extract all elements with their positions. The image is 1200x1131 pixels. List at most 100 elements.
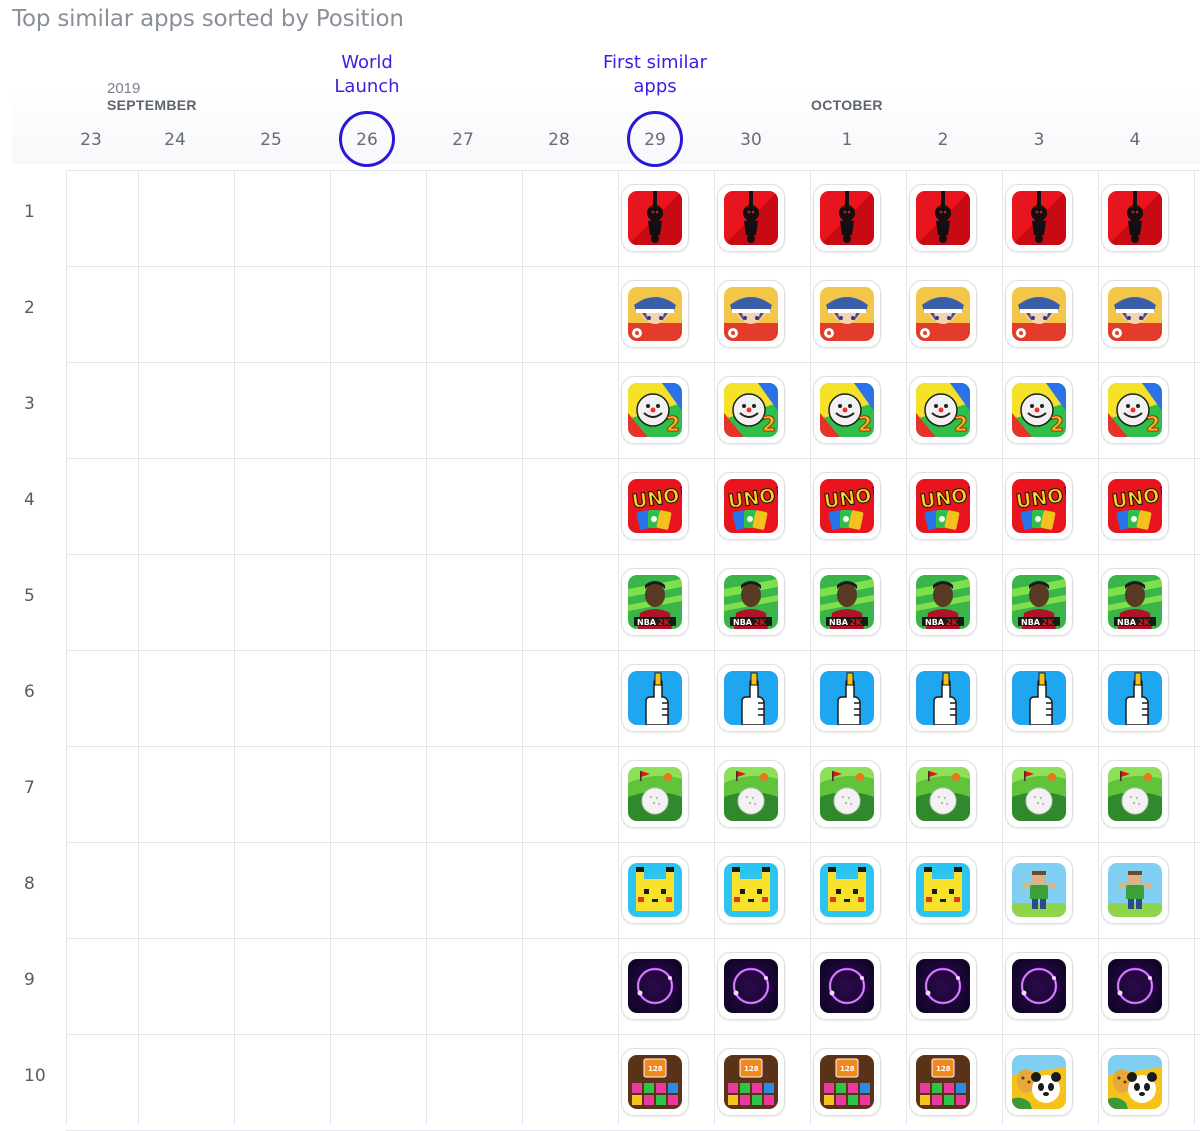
app-tile[interactable] xyxy=(910,665,976,731)
app-tile[interactable]: NBA 2K xyxy=(622,569,688,635)
app-tile[interactable] xyxy=(718,857,784,923)
app-tile[interactable] xyxy=(1102,185,1168,251)
app-tile[interactable] xyxy=(718,185,784,251)
day-label: 3 xyxy=(1033,130,1045,150)
svg-text:2: 2 xyxy=(666,412,680,436)
svg-text:128: 128 xyxy=(744,1065,759,1073)
purple-ring-icon xyxy=(1012,959,1066,1013)
app-tile[interactable] xyxy=(814,665,880,731)
svg-text:2K: 2K xyxy=(754,618,767,627)
grid-row-line xyxy=(66,938,1200,939)
app-tile[interactable] xyxy=(910,281,976,347)
app-tile[interactable] xyxy=(1102,953,1168,1019)
app-tile[interactable]: UNO! xyxy=(910,473,976,539)
app-tile[interactable]: NBA 2K xyxy=(1006,569,1072,635)
app-tile[interactable] xyxy=(1006,761,1072,827)
app-tile[interactable] xyxy=(622,761,688,827)
clown-face-2-icon: 2 xyxy=(1012,383,1066,437)
grid-row-line xyxy=(66,1034,1200,1035)
clown-face-2-icon: 2 xyxy=(1108,383,1162,437)
app-tile[interactable]: NBA 2K xyxy=(718,569,784,635)
app-tile[interactable]: UNO! xyxy=(622,473,688,539)
anime-trainer-icon xyxy=(1108,287,1162,341)
app-tile[interactable] xyxy=(1102,281,1168,347)
svg-text:2K: 2K xyxy=(946,618,959,627)
app-tile[interactable] xyxy=(622,857,688,923)
anime-trainer-icon xyxy=(724,287,778,341)
app-tile[interactable] xyxy=(718,761,784,827)
day-label: 24 xyxy=(164,130,186,150)
app-tile[interactable] xyxy=(910,185,976,251)
app-tile[interactable]: UNO! xyxy=(814,473,880,539)
svg-text:128: 128 xyxy=(936,1065,951,1073)
uno-cards-icon: UNO! xyxy=(724,479,778,533)
pixel-pikachu-icon xyxy=(916,863,970,917)
app-tile[interactable] xyxy=(622,665,688,731)
pixel-pikachu-icon xyxy=(724,863,778,917)
nba-player-icon: NBA 2K xyxy=(1012,575,1066,629)
app-tile[interactable] xyxy=(910,761,976,827)
app-tile[interactable]: NBA 2K xyxy=(814,569,880,635)
app-tile[interactable] xyxy=(910,857,976,923)
svg-text:NBA: NBA xyxy=(733,618,753,627)
position-label: 10 xyxy=(24,1066,46,1086)
purple-ring-icon xyxy=(916,959,970,1013)
app-tile[interactable] xyxy=(1102,857,1168,923)
app-tile[interactable] xyxy=(718,665,784,731)
app-tile[interactable] xyxy=(814,281,880,347)
day-label: 4 xyxy=(1129,130,1141,150)
day-label: 25 xyxy=(260,130,282,150)
svg-text:2K: 2K xyxy=(1042,618,1055,627)
app-tile[interactable] xyxy=(814,185,880,251)
app-tile[interactable]: 128 xyxy=(622,1049,688,1115)
app-tile[interactable]: 2 xyxy=(910,377,976,443)
app-tile[interactable]: 2 xyxy=(814,377,880,443)
app-tile[interactable]: 128 xyxy=(910,1049,976,1115)
app-tile[interactable]: 128 xyxy=(718,1049,784,1115)
app-tile[interactable] xyxy=(622,281,688,347)
day-label: 30 xyxy=(740,130,762,150)
app-tile[interactable]: 128 xyxy=(814,1049,880,1115)
app-tile[interactable]: UNO! xyxy=(1006,473,1072,539)
app-tile[interactable] xyxy=(718,953,784,1019)
position-label: 4 xyxy=(24,490,35,510)
app-tile[interactable]: 2 xyxy=(1006,377,1072,443)
grid-column-line xyxy=(522,170,523,1125)
nba-player-icon: NBA 2K xyxy=(916,575,970,629)
uno-cards-icon: UNO! xyxy=(916,479,970,533)
grid-row-line xyxy=(66,362,1200,363)
page-title: Top similar apps sorted by Position xyxy=(12,6,404,32)
app-tile[interactable] xyxy=(718,281,784,347)
day-label: 2 xyxy=(937,130,949,150)
app-tile[interactable] xyxy=(1102,665,1168,731)
app-tile[interactable] xyxy=(814,761,880,827)
app-tile[interactable]: 2 xyxy=(622,377,688,443)
app-tile[interactable] xyxy=(1006,1049,1072,1115)
app-tile[interactable] xyxy=(622,953,688,1019)
hanging-stickman-icon xyxy=(628,191,682,245)
nba-player-icon: NBA 2K xyxy=(820,575,874,629)
app-tile[interactable] xyxy=(1006,281,1072,347)
app-tile[interactable] xyxy=(1006,857,1072,923)
app-tile[interactable] xyxy=(814,857,880,923)
app-tile[interactable]: 2 xyxy=(718,377,784,443)
app-tile[interactable] xyxy=(814,953,880,1019)
app-tile[interactable] xyxy=(1006,665,1072,731)
app-tile[interactable]: NBA 2K xyxy=(1102,569,1168,635)
svg-text:2K: 2K xyxy=(850,618,863,627)
app-tile[interactable]: NBA 2K xyxy=(910,569,976,635)
app-tile[interactable] xyxy=(1102,1049,1168,1115)
app-tile[interactable] xyxy=(1006,953,1072,1019)
app-tile[interactable]: UNO! xyxy=(718,473,784,539)
world-launch-annotation: World Launch xyxy=(334,52,400,97)
grid-column-line xyxy=(66,170,67,1125)
app-tile[interactable] xyxy=(1102,761,1168,827)
app-tile[interactable]: 2 xyxy=(1102,377,1168,443)
app-tile[interactable] xyxy=(910,953,976,1019)
position-label: 7 xyxy=(24,778,35,798)
app-tile[interactable] xyxy=(1006,185,1072,251)
svg-text:2K: 2K xyxy=(1138,618,1151,627)
grid-column-line xyxy=(618,170,619,1125)
app-tile[interactable]: UNO! xyxy=(1102,473,1168,539)
app-tile[interactable] xyxy=(622,185,688,251)
